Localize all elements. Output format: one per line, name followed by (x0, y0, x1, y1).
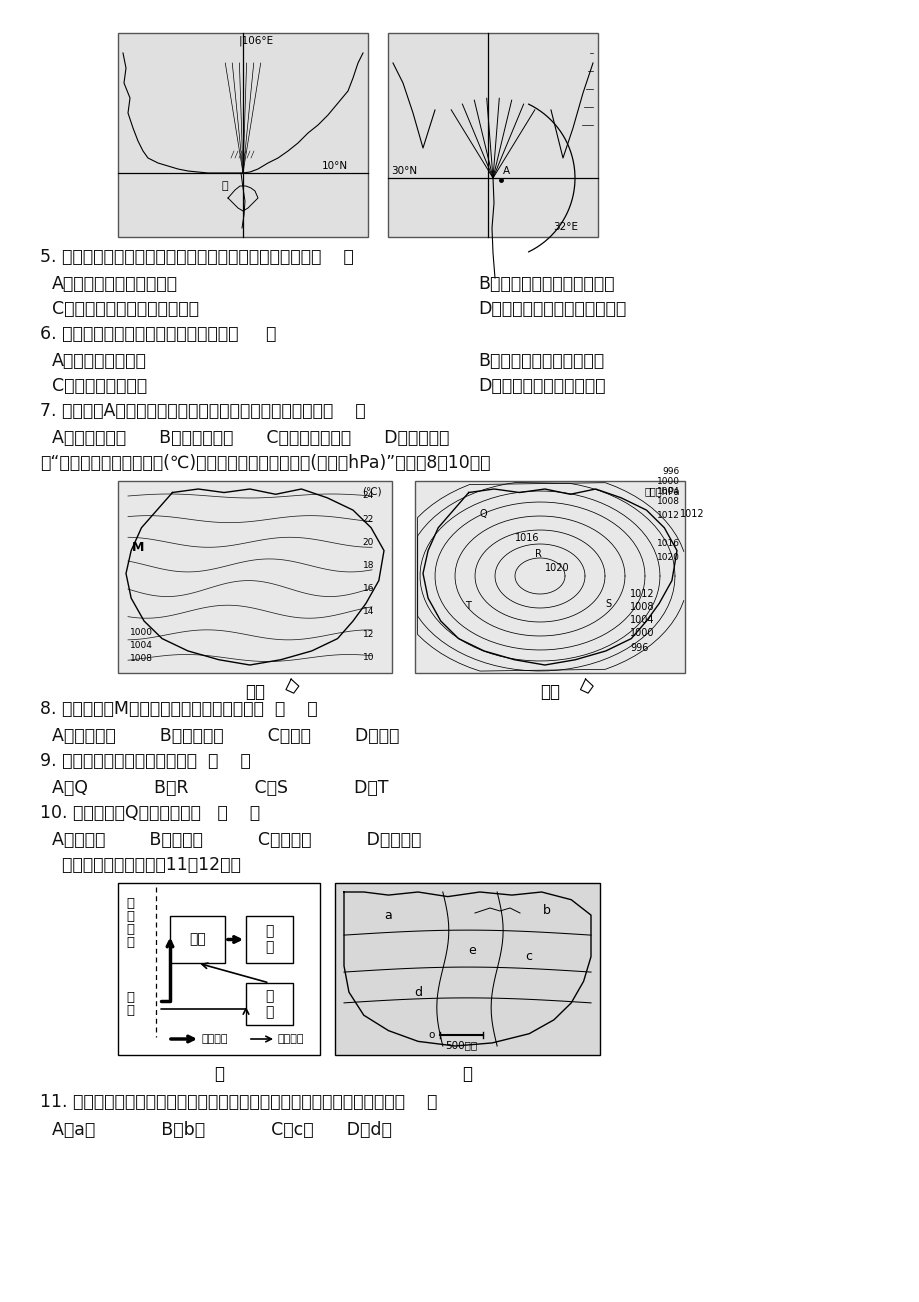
Text: 物: 物 (126, 1004, 134, 1017)
Text: 30°N: 30°N (391, 165, 416, 176)
Text: 1000: 1000 (656, 477, 679, 486)
Text: C．乙地为季风气候: C．乙地为季风气候 (52, 378, 147, 395)
Text: S: S (605, 599, 610, 609)
Bar (335, 883, 599, 1055)
Text: 1020: 1020 (656, 553, 679, 562)
Text: 16: 16 (362, 585, 374, 594)
Text: Q: Q (480, 509, 487, 519)
Text: 1004: 1004 (656, 487, 679, 496)
Text: 22: 22 (362, 514, 374, 523)
Text: 乙: 乙 (462, 1065, 472, 1083)
Text: 1020: 1020 (544, 562, 569, 573)
Text: (℃): (℃) (362, 486, 381, 496)
Text: 工: 工 (126, 910, 134, 923)
Text: A: A (503, 165, 509, 176)
Text: a: a (384, 909, 391, 922)
Text: R: R (535, 549, 541, 559)
Text: T: T (464, 602, 471, 611)
Text: 读“澳大利亚某季节等温线(℃)图甲和海平面等压线图乙(单位：hPa)”，回等8～10题。: 读“澳大利亚某季节等温线(℃)图甲和海平面等压线图乙(单位：hPa)”，回等8～… (40, 454, 490, 473)
Text: A．太阳辐射        B．大气环流        C．地形        D．洋流: A．太阳辐射 B．大气环流 C．地形 D．洋流 (52, 727, 399, 745)
Text: B．甲地农作物以小麦为主: B．甲地农作物以小麦为主 (478, 352, 604, 370)
Text: 1004: 1004 (630, 615, 653, 625)
Text: A．甲地多洪涝灾害: A．甲地多洪涝灾害 (52, 352, 147, 370)
Text: 1012: 1012 (679, 509, 704, 519)
Text: D．两地区以流水堆积地貌为主: D．两地区以流水堆积地貌为主 (478, 299, 626, 318)
Text: 9. 图乙中可能出现降水的地点是  （    ）: 9. 图乙中可能出现降水的地点是 （ ） (40, 753, 251, 769)
Text: 人: 人 (126, 897, 134, 910)
Text: b: b (542, 904, 550, 917)
Text: 甲: 甲 (221, 181, 228, 191)
Text: 主要流向: 主要流向 (202, 1034, 228, 1044)
Text: 24: 24 (362, 491, 374, 500)
Text: A．Q            B．R            C．S            D．T: A．Q B．R C．S D．T (52, 779, 388, 797)
Text: o: o (428, 1030, 435, 1040)
Text: 10°N: 10°N (322, 161, 347, 171)
Text: 市
场: 市 场 (265, 924, 273, 954)
Bar (170, 917, 225, 963)
Text: 草: 草 (126, 936, 134, 949)
Text: 1000: 1000 (130, 628, 153, 637)
Text: 1012: 1012 (630, 589, 654, 599)
Bar (414, 480, 685, 673)
Bar (118, 883, 320, 1055)
Text: 图甲: 图甲 (244, 684, 265, 700)
Text: 牧: 牧 (126, 923, 134, 936)
Text: 1004: 1004 (130, 641, 153, 650)
Text: 7. 如果城市A利用当地原料发展工业，最适宜的工业部门是（    ）: 7. 如果城市A利用当地原料发展工业，最适宜的工业部门是（ ） (40, 402, 365, 421)
Text: B．两地区气候形成原因相同: B．两地区气候形成原因相同 (478, 275, 614, 293)
Text: A．棉纵织工业      B．麻纵织工业      C．水产品加工业      D．电子工业: A．棉纵织工业 B．麻纵织工业 C．水产品加工业 D．电子工业 (52, 428, 448, 447)
Text: 8. 影响图甲中M海域等温线弯曲的主要因素是  （    ）: 8. 影响图甲中M海域等温线弯曲的主要因素是 （ ） (40, 700, 317, 717)
Text: 10: 10 (362, 654, 374, 663)
Bar (388, 33, 597, 237)
Text: 作: 作 (126, 991, 134, 1004)
Text: 32°E: 32°E (552, 223, 577, 232)
Text: D．乙地居民多为黑色人种: D．乙地居民多为黑色人种 (478, 378, 605, 395)
Text: d: d (414, 986, 422, 999)
Text: 11. 甲图是某种农业活动形式的示意图。该农业活动最可能出现在乙图中的（    ）: 11. 甲图是某种农业活动形式的示意图。该农业活动最可能出现在乙图中的（ ） (40, 1092, 437, 1111)
Text: C．两地区的主要河流水量丰富: C．两地区的主要河流水量丰富 (52, 299, 199, 318)
Text: e: e (468, 944, 476, 957)
Text: 20: 20 (362, 538, 374, 547)
Text: 5. 关于甲、乙两个三角洲自然地理状况的叙述，正确的是（    ）: 5. 关于甲、乙两个三角洲自然地理状况的叙述，正确的是（ ） (40, 247, 354, 266)
Bar (245, 917, 292, 963)
Text: 996: 996 (662, 467, 679, 477)
Text: 996: 996 (630, 643, 648, 654)
Text: 次要流向: 次要流向 (278, 1034, 304, 1044)
Text: 农
家: 农 家 (265, 990, 273, 1019)
Bar (118, 480, 391, 673)
Text: A．两地区全年盛行西南风: A．两地区全年盛行西南风 (52, 275, 177, 293)
Text: 6. 两三角洲所在地区的叙述，正确的是（     ）: 6. 两三角洲所在地区的叙述，正确的是（ ） (40, 326, 276, 342)
Bar (245, 983, 292, 1025)
Text: 1012: 1012 (656, 512, 679, 521)
Text: 1008: 1008 (630, 602, 653, 612)
Text: 1016: 1016 (515, 533, 539, 543)
Text: A．a处            B．b处            C．c处      D．d处: A．a处 B．b处 C．c处 D．d处 (52, 1121, 391, 1139)
Text: 500千米: 500千米 (445, 1040, 477, 1049)
Text: 1008: 1008 (656, 497, 679, 506)
Text: 1016: 1016 (656, 539, 679, 548)
Text: c: c (525, 950, 532, 963)
Text: 1000: 1000 (630, 628, 653, 638)
Text: M: M (131, 542, 144, 553)
Text: |106°E: |106°E (239, 35, 274, 46)
Text: 10. 图示季节，Q地的盛行风是   （    ）: 10. 图示季节，Q地的盛行风是 （ ） (40, 805, 260, 822)
Text: 甲: 甲 (214, 1065, 223, 1083)
Text: 14: 14 (362, 607, 374, 616)
Text: 1008: 1008 (130, 654, 153, 663)
Text: A．东北风        B．西北风          C．东南风          D．西南风: A．东北风 B．西北风 C．东南风 D．西南风 (52, 831, 421, 849)
Text: 单位：hPa: 单位：hPa (644, 486, 679, 496)
Text: 18: 18 (362, 561, 374, 570)
Text: 图乙: 图乙 (539, 684, 560, 700)
Text: 12: 12 (362, 630, 374, 639)
Text: 阅读下面两幅图，完戕11～12题。: 阅读下面两幅图，完戕11～12题。 (40, 855, 241, 874)
Bar (118, 33, 368, 237)
Text: 性畜: 性畜 (189, 932, 206, 947)
